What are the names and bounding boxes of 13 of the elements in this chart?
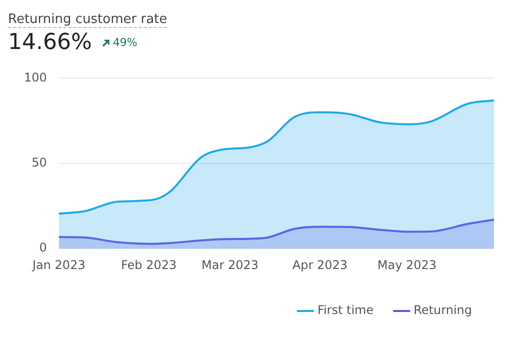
x-tick-label: Jan 2023 [31,258,86,272]
legend-label: First time [317,303,374,318]
text: 49% [112,36,138,49]
y-tick-label: 50 [32,156,47,170]
y-tick-label: 100 [24,70,47,84]
x-tick-label: May 2023 [377,258,437,272]
legend-label: Returning [414,303,472,318]
y-tick-label: 0 [39,240,47,255]
x-tick-label: Mar 2023 [202,258,259,272]
chart-subtitle: 14.66% [8,30,92,55]
chart-title: Returning customer rate [8,12,168,28]
x-tick-label: Feb 2023 [121,258,177,272]
x-tick-label: Apr 2023 [292,258,348,272]
